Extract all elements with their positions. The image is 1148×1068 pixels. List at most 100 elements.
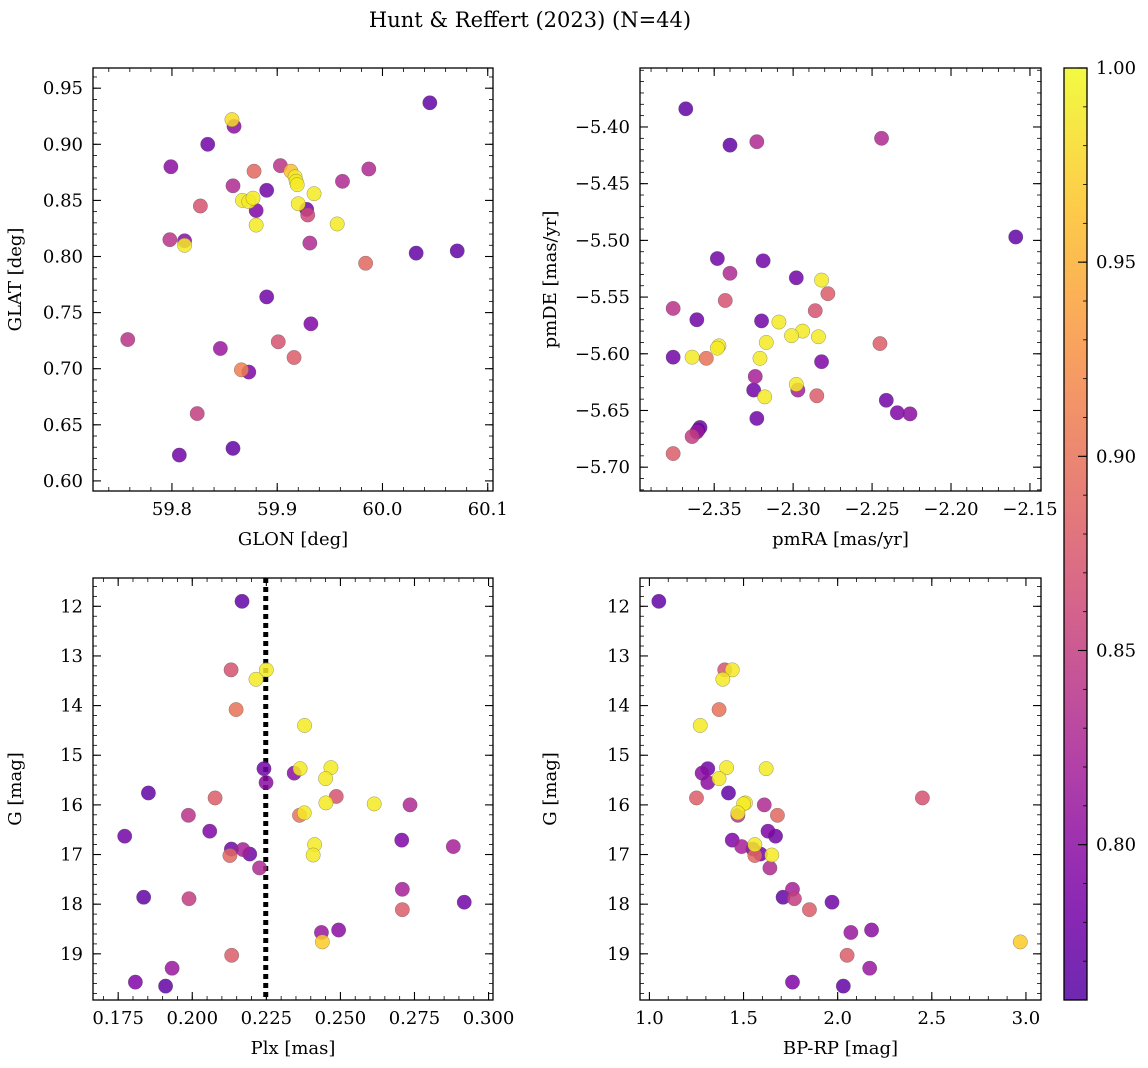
axes-frame — [92, 577, 494, 1001]
data-point — [839, 947, 855, 963]
data-point — [245, 190, 261, 206]
y-tick-label: 19 — [60, 944, 83, 965]
data-point — [192, 198, 208, 214]
data-point — [259, 182, 275, 198]
minor-ticks — [640, 578, 1041, 1000]
data-point — [181, 891, 197, 907]
data-point — [331, 922, 347, 938]
data-point — [786, 891, 802, 907]
data-point — [835, 978, 851, 994]
data-point — [769, 807, 785, 823]
data-point — [1012, 934, 1028, 950]
x-tick-label: 2.0 — [823, 1008, 852, 1029]
minor-ticks — [93, 68, 493, 491]
x-tick-label: 3.0 — [1012, 1008, 1041, 1029]
colorbar-tick-label: 0.80 — [1096, 835, 1136, 856]
data-point — [752, 350, 768, 366]
y-tick-label: 12 — [60, 596, 83, 617]
data-point — [902, 406, 918, 422]
data-point — [788, 270, 804, 286]
data-point — [889, 405, 905, 421]
y-axis-label: G [mag] — [5, 752, 26, 825]
data-point — [784, 328, 800, 344]
y-axis-label: G [mag] — [540, 752, 561, 825]
data-point — [225, 178, 241, 194]
data-point — [771, 314, 787, 330]
data-point — [689, 790, 704, 806]
data-point — [163, 159, 179, 175]
data-point — [235, 842, 251, 858]
data-point — [698, 350, 714, 366]
y-axis-label: pmDE [mas/yr] — [540, 211, 561, 349]
data-point — [233, 362, 249, 378]
data-point — [314, 934, 330, 950]
y-tick-label: 16 — [60, 795, 83, 816]
data-point — [318, 795, 334, 811]
data-point — [120, 332, 136, 347]
x-tick-label: 1.5 — [729, 1008, 758, 1029]
y-tick-label: 17 — [60, 845, 83, 866]
data-point — [180, 807, 196, 823]
data-point — [318, 771, 334, 787]
data-point — [801, 902, 817, 918]
data-point — [286, 350, 302, 365]
data-point — [665, 300, 681, 316]
x-tick-label: 0.225 — [241, 1008, 293, 1029]
data-point — [721, 785, 736, 801]
panel-4: 1.0 1.5 2.0 2.5 3.0 12 13 14 15 16 17 18 19 BP-RP [ma… — [540, 577, 1042, 1059]
panels: 59.8 59.9 60.0 60.1 0.60 0.65 0.70 0.75 0.80 0.85… — [5, 67, 1058, 1059]
x-tick-label: 59.8 — [152, 499, 192, 520]
data-point — [252, 860, 267, 876]
data-point — [1008, 229, 1024, 245]
data-point — [306, 186, 322, 202]
y-axis-label: GLAT [deg] — [5, 228, 26, 332]
y-tick-label: 0.80 — [43, 246, 83, 267]
data-point — [872, 336, 888, 352]
data-point — [665, 446, 681, 462]
x-tick-label: −2.20 — [923, 499, 978, 520]
data-point — [758, 334, 774, 350]
data-point — [224, 947, 240, 963]
colorbar-tick-label: 0.85 — [1096, 641, 1136, 662]
x-tick-label: 60.1 — [468, 499, 508, 520]
data-point — [212, 341, 228, 356]
y-tick-label: 18 — [60, 894, 83, 915]
data-point — [256, 761, 272, 777]
data-point — [807, 303, 823, 319]
data-point — [651, 593, 667, 609]
scatter-points — [117, 593, 472, 994]
data-point — [305, 847, 321, 863]
data-point — [757, 389, 773, 405]
data-point — [248, 217, 264, 233]
data-point — [259, 289, 275, 305]
x-tick-label: −2.30 — [766, 499, 821, 520]
colorbar: 0.80 0.85 0.90 0.95 1.00 — [1063, 58, 1136, 1001]
data-point — [117, 828, 133, 844]
axes-frame — [639, 67, 1042, 492]
data-point — [878, 392, 894, 408]
y-tick-label: −5.65 — [575, 400, 630, 421]
data-point — [207, 790, 223, 806]
panel-2: −2.35 −2.30 −2.25 −2.20 −2.15 −5.70 −5.65 −5.60… — [540, 67, 1058, 550]
y-tick-label: 16 — [607, 795, 630, 816]
data-point — [756, 797, 772, 813]
scatter-points — [651, 593, 1028, 994]
data-point — [755, 253, 771, 269]
data-point — [715, 671, 731, 687]
data-point — [158, 978, 174, 994]
y-tick-label: 15 — [60, 745, 83, 766]
y-tick-label: 15 — [607, 745, 630, 766]
data-point — [200, 136, 216, 152]
data-point — [764, 847, 780, 863]
y-tick-label: −5.70 — [575, 457, 630, 478]
x-tick-label: 59.9 — [257, 499, 297, 520]
data-point — [177, 237, 193, 253]
data-point — [228, 702, 244, 718]
data-point — [717, 293, 733, 308]
y-tick-label: −5.50 — [575, 230, 630, 251]
data-point — [361, 161, 377, 177]
axes-frame — [639, 577, 1042, 1001]
data-point — [297, 718, 313, 733]
panel-3: 0.175 0.200 0.225 0.250 0.275 0.300 12 13 14 15 16… — [5, 577, 514, 1059]
colorbar-tick-label: 0.90 — [1096, 446, 1136, 467]
